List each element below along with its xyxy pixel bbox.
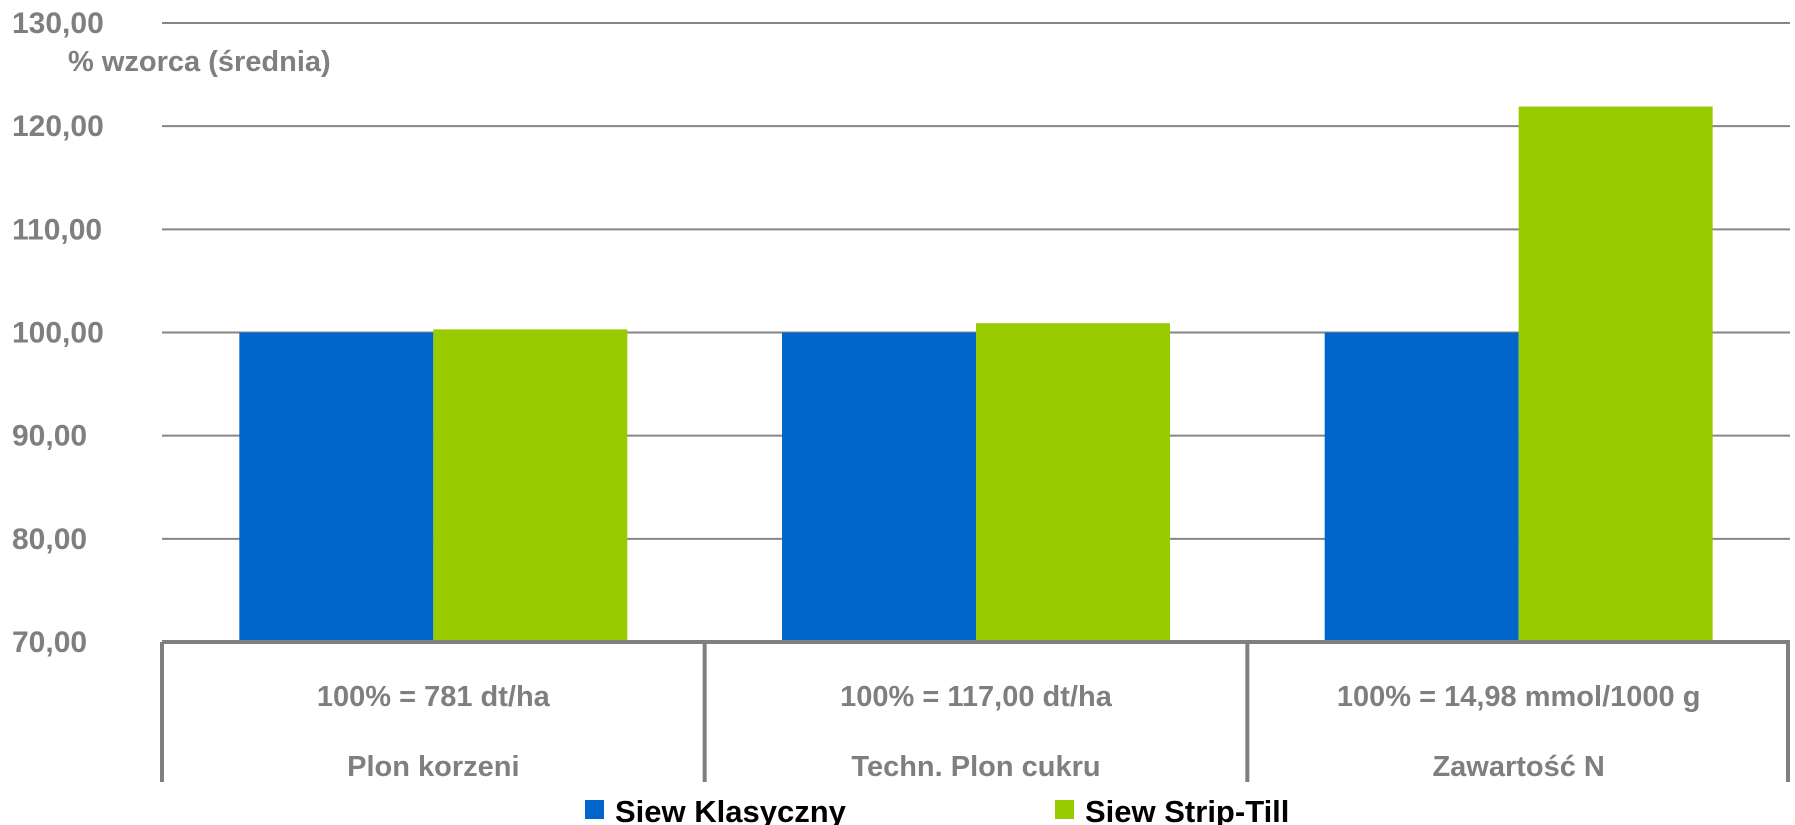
y-axis-ticks: 70,00 80,00 90,00 100,00 110,00 120,00 130,00 <box>12 7 104 659</box>
legend-swatch <box>585 800 604 819</box>
y-tick-label: 80,00 <box>12 523 87 556</box>
y-tick-label: 130,00 <box>12 7 104 40</box>
category-reference: 100% = 781 dt/ha <box>317 681 551 713</box>
legend: Siew Klasyczny Siew Strip-Till <box>585 794 1289 825</box>
y-axis-label: % wzorca (średnia) <box>68 46 331 78</box>
legend-label: Siew Klasyczny <box>615 794 847 825</box>
bar-classic <box>1324 332 1519 642</box>
bar-classic <box>782 332 976 642</box>
bar-strip-till <box>1518 106 1713 642</box>
category-label: Zawartość N <box>1432 751 1604 783</box>
bars <box>239 106 1713 642</box>
category-label: Techn. Plon cukru <box>851 751 1100 783</box>
y-tick-label: 90,00 <box>12 420 87 453</box>
y-tick-label: 120,00 <box>12 110 104 143</box>
category-label: Plon korzeni <box>347 751 519 783</box>
category-table: 100% = 781 dt/ha Plon korzeni 100% = 117,0… <box>160 640 1790 783</box>
legend-swatch <box>1055 800 1074 819</box>
category-reference: 100% = 14,98 mmol/1000 g <box>1337 681 1701 713</box>
bar-strip-till <box>976 323 1170 642</box>
category-reference: 100% = 117,00 dt/ha <box>840 681 1113 713</box>
bar-classic <box>239 332 434 642</box>
y-tick-label: 70,00 <box>12 626 87 659</box>
y-tick-label: 110,00 <box>12 213 102 246</box>
legend-label: Siew Strip-Till <box>1085 794 1289 825</box>
y-tick-label: 100,00 <box>12 317 104 350</box>
bar-strip-till <box>433 329 628 642</box>
